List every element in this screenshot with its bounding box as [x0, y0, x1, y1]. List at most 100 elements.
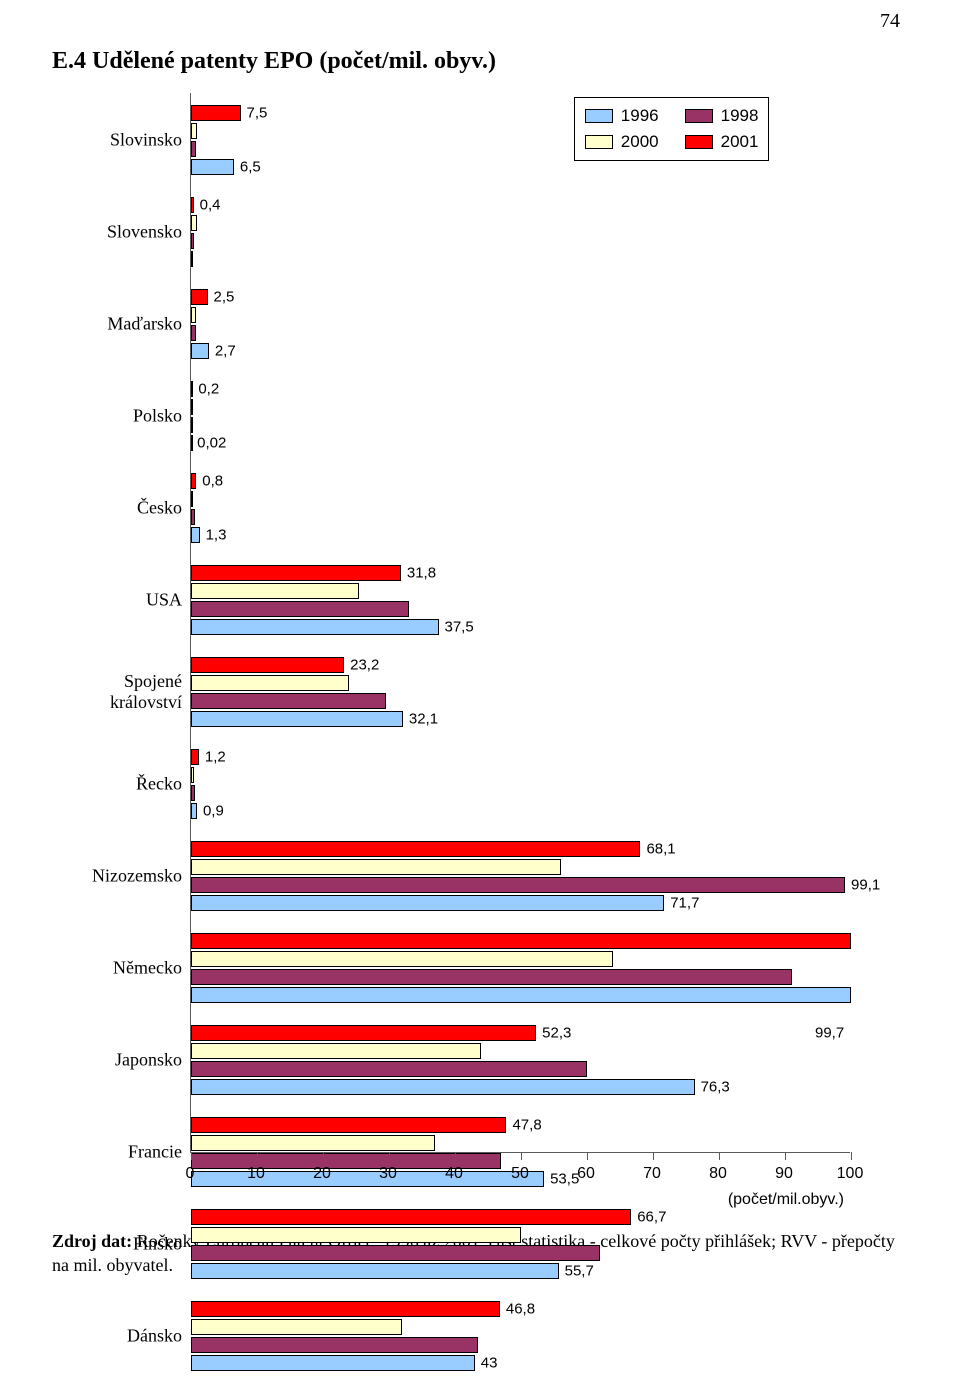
x-tick-label: 30	[379, 1165, 397, 1183]
legend: 1996 1998 2000 2001	[574, 97, 770, 161]
chart: SlovinskoSlovenskoMaďarskoPolskoČeskoUSA…	[52, 93, 872, 1213]
bar	[191, 1135, 435, 1151]
bar	[191, 877, 845, 893]
category-label: Česko	[52, 498, 182, 519]
legend-label: 2001	[721, 132, 759, 152]
bar-value-label: 52,3	[542, 1025, 571, 1042]
legend-item: 1996	[585, 104, 659, 128]
legend-item: 2000	[585, 130, 659, 154]
bar	[191, 767, 194, 783]
bar	[191, 859, 561, 875]
bar	[191, 399, 193, 415]
bar-value-label: 7,5	[247, 105, 268, 122]
category-label: USA	[52, 590, 182, 611]
bar-value-label: 37,5	[445, 619, 474, 636]
bar	[191, 619, 439, 635]
bar-value-label: 76,3	[701, 1079, 730, 1096]
legend-swatch	[685, 135, 713, 149]
bar	[191, 307, 196, 323]
bar-value-label: 1,3	[206, 527, 227, 544]
bar	[191, 1337, 478, 1353]
bar	[191, 969, 792, 985]
bar	[191, 233, 194, 249]
bar	[191, 933, 851, 949]
bar	[191, 1025, 536, 1041]
category-label: Řecko	[52, 774, 182, 795]
x-tick-label: 100	[837, 1165, 864, 1183]
bar	[191, 1227, 521, 1243]
bar-value-label: 2,5	[214, 289, 235, 306]
bar	[191, 527, 200, 543]
bar	[191, 1079, 695, 1095]
legend-item: 1998	[685, 104, 759, 128]
bar-value-label: 2,7	[215, 343, 236, 360]
bar	[191, 785, 195, 801]
category-label: Spojené království	[52, 671, 182, 713]
x-tick-label: 10	[247, 1165, 265, 1183]
x-tick-label: 0	[186, 1165, 195, 1183]
bar-value-label: 99,7	[815, 1025, 844, 1042]
bar	[191, 1043, 481, 1059]
bar	[191, 1061, 587, 1077]
category-label: Slovensko	[52, 222, 182, 243]
bar-value-label: 0,2	[198, 381, 219, 398]
bar-value-label: 0,02	[197, 435, 226, 452]
bar-value-label: 55,7	[565, 1263, 594, 1280]
bar	[191, 343, 209, 359]
bar	[191, 1319, 402, 1335]
legend-swatch	[585, 135, 613, 149]
bar-value-label: 43	[481, 1355, 498, 1372]
legend-swatch	[685, 109, 713, 123]
bar	[191, 509, 195, 525]
page: 74 E.4 Udělené patenty EPO (počet/mil. o…	[0, 0, 960, 1318]
bar	[191, 123, 197, 139]
category-label: Francie	[52, 1142, 182, 1163]
legend-label: 2000	[621, 132, 659, 152]
bar	[191, 1245, 600, 1261]
bar	[191, 1117, 506, 1133]
bar	[191, 141, 196, 157]
bar-value-label: 6,5	[240, 159, 261, 176]
bar	[191, 803, 197, 819]
bar-value-label: 32,1	[409, 711, 438, 728]
bar	[191, 1263, 559, 1279]
bar-value-label: 46,8	[506, 1301, 535, 1318]
category-label: Japonsko	[52, 1050, 182, 1071]
bar	[191, 1355, 475, 1371]
x-tick-label: 40	[445, 1165, 463, 1183]
page-number: 74	[880, 10, 900, 33]
category-label: Dánsko	[52, 1326, 182, 1347]
y-axis-labels: SlovinskoSlovenskoMaďarskoPolskoČeskoUSA…	[52, 93, 182, 1153]
bar	[191, 1209, 631, 1225]
bar	[191, 159, 234, 175]
legend-item: 2001	[685, 130, 759, 154]
bar	[191, 749, 199, 765]
category-label: Maďarsko	[52, 314, 182, 335]
bar-value-label: 31,8	[407, 565, 436, 582]
x-axis-ticks: 0102030405060708090100	[190, 1153, 850, 1193]
category-label: Polsko	[52, 406, 182, 427]
category-label: Německo	[52, 958, 182, 979]
x-tick-label: 60	[577, 1165, 595, 1183]
bar	[191, 491, 193, 507]
bar-value-label: 47,8	[512, 1117, 541, 1134]
bar	[191, 381, 193, 397]
bar-value-label: 0,4	[200, 197, 221, 214]
plot-area: 1996199820002001 7,56,50,42,52,70,20,020…	[190, 93, 850, 1153]
bar-value-label: 1,2	[205, 749, 226, 766]
bar-value-label: 23,2	[350, 657, 379, 674]
bar	[191, 251, 193, 267]
bar	[191, 1301, 500, 1317]
bar-value-label: 99,1	[851, 877, 880, 894]
bar	[191, 105, 241, 121]
category-label: Finsko	[52, 1234, 182, 1255]
x-tick-label: 70	[643, 1165, 661, 1183]
legend-label: 1998	[721, 106, 759, 126]
bar-value-label: 66,7	[637, 1209, 666, 1226]
x-tick-label: 80	[709, 1165, 727, 1183]
bar	[191, 657, 344, 673]
bar	[191, 473, 196, 489]
bar	[191, 325, 196, 341]
bar	[191, 583, 359, 599]
bar	[191, 289, 208, 305]
